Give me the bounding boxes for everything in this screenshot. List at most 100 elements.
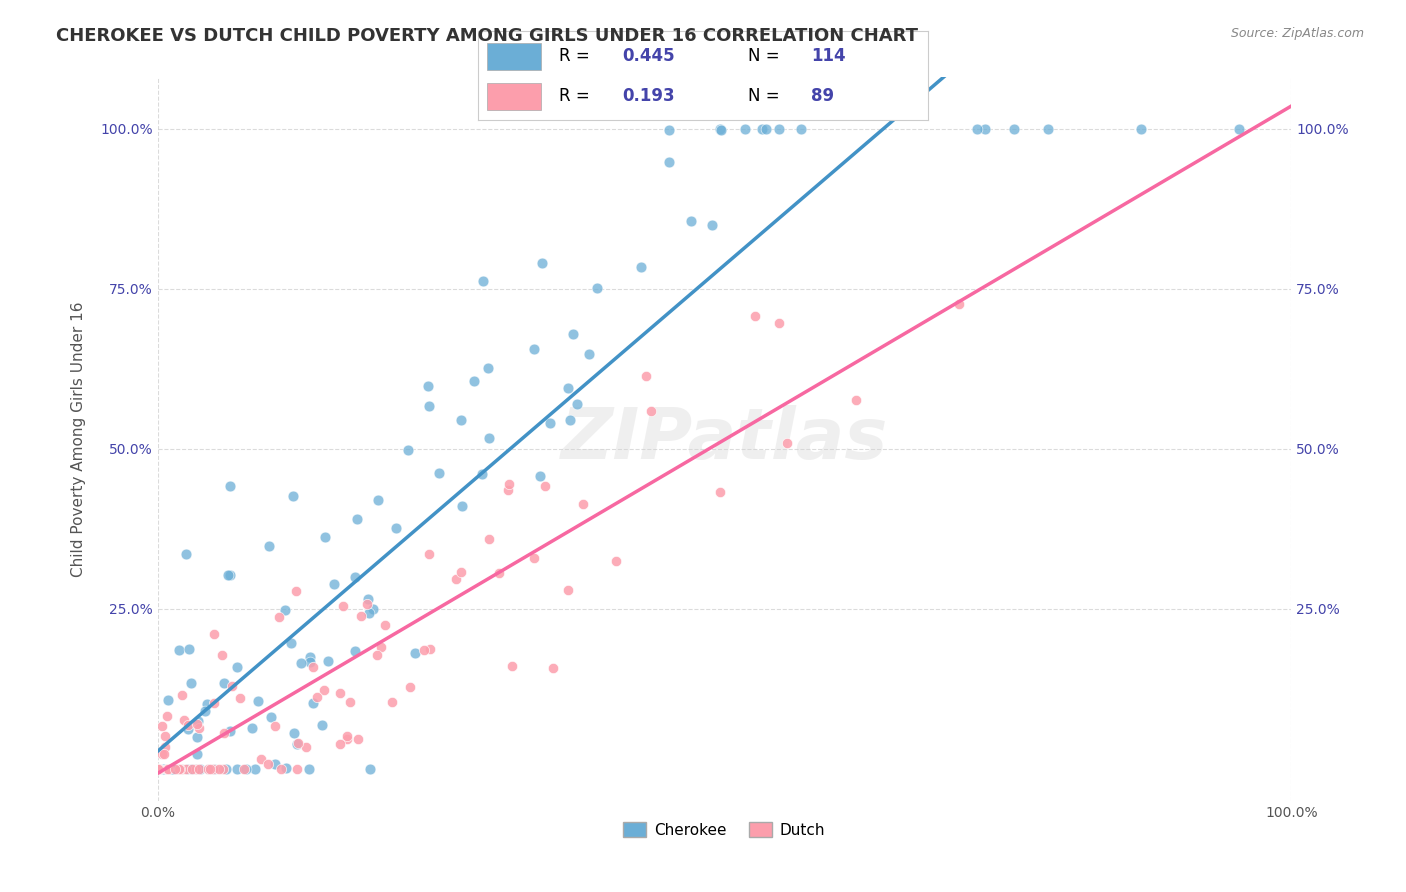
Point [194,705,217,719]
Point [399,681,422,695]
Point [336,732,359,747]
Point [343,570,366,584]
Point [463,374,485,388]
Point [186,731,208,745]
Point [188,762,211,776]
Point [290,656,312,670]
Text: 0.193: 0.193 [621,87,675,105]
FancyBboxPatch shape [486,43,541,70]
Point [316,654,339,668]
Point [314,530,336,544]
Point [228,690,250,705]
Point [302,696,325,710]
Point [287,737,309,751]
Point [755,121,778,136]
Point [302,659,325,673]
Point [311,718,333,732]
Text: 0.445: 0.445 [621,47,675,65]
Point [274,761,297,775]
Point [299,655,322,669]
Point [152,762,174,776]
Point [586,281,609,295]
Point [212,762,235,776]
Point [159,762,181,776]
Point [640,404,662,418]
Text: N =: N = [748,47,779,65]
Point [221,679,243,693]
Point [211,648,233,663]
Point [412,643,434,657]
Point [357,591,380,606]
Point [565,397,588,411]
Point [450,499,472,513]
Point [734,121,756,136]
Point [177,718,200,732]
Point [450,565,472,579]
Point [366,648,388,662]
Point [329,686,352,700]
Point [148,762,170,776]
Point [710,122,733,136]
Point [305,690,328,705]
Point [197,697,219,711]
Point [172,688,194,702]
Point [845,392,868,407]
Text: 114: 114 [811,47,845,65]
Point [270,762,292,776]
Point [367,492,389,507]
Point [218,724,240,739]
Point [419,641,441,656]
Point [177,642,200,657]
Point [534,478,557,492]
Point [346,511,368,525]
Point [359,762,381,776]
Point [225,660,247,674]
Point [370,640,392,654]
Point [790,121,813,136]
Point [478,431,501,445]
Point [153,729,176,743]
Point [197,762,219,776]
Point [212,726,235,740]
Point [630,260,652,274]
Point [212,675,235,690]
Point [332,599,354,614]
Point [709,121,731,136]
Point [186,762,208,776]
Point [636,369,658,384]
Point [1130,121,1153,136]
Point [257,756,280,771]
Point [658,155,681,169]
Point [374,618,396,632]
Point [501,658,523,673]
Point [153,762,176,776]
Point [287,736,309,750]
Point [418,547,440,561]
Point [538,417,561,431]
Point [174,547,197,561]
Point [198,762,221,776]
Point [709,485,731,500]
Point [776,435,799,450]
Point [167,762,190,776]
Point [966,121,988,136]
Point [558,413,581,427]
Point [180,762,202,776]
FancyBboxPatch shape [486,83,541,110]
Point [148,762,170,776]
Point [186,747,208,761]
Point [336,729,359,743]
Point [257,539,280,553]
Point [285,762,308,776]
Point [681,214,703,228]
Point [450,413,472,427]
Point [176,762,198,776]
Point [207,762,229,776]
Point [274,603,297,617]
Text: R =: R = [560,87,589,105]
Point [146,762,169,776]
Point [186,716,208,731]
Point [156,762,179,776]
Point [146,762,169,776]
Point [156,693,179,707]
